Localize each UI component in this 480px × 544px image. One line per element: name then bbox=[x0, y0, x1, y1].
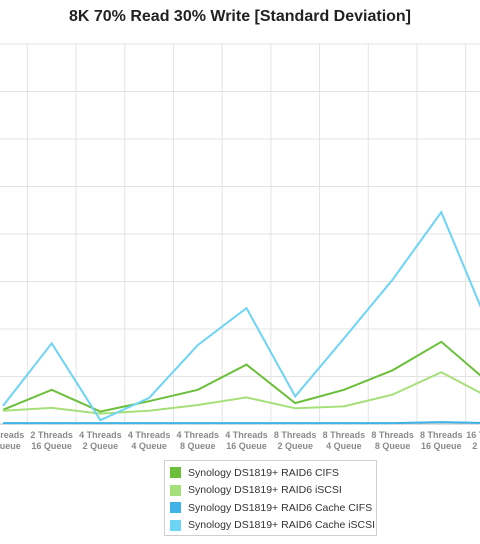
x-tick-label: 8 Threads 2 Queue bbox=[274, 430, 317, 451]
series-line-4 bbox=[2, 210, 480, 422]
grid bbox=[0, 43, 480, 425]
legend-item[interactable]: Synology DS1819+ RAID6 Cache CIFS bbox=[170, 499, 376, 517]
x-tick-label: 8 Threads 4 Queue bbox=[323, 430, 366, 451]
legend-label: Synology DS1819+ RAID6 Cache CIFS bbox=[188, 501, 373, 514]
legend-label: Synology DS1819+ RAID6 CIFS bbox=[188, 466, 339, 479]
legend-swatch bbox=[170, 502, 181, 514]
x-tick-label: 8 Threads 16 Queue bbox=[420, 430, 463, 451]
legend-label: Synology DS1819+ RAID6 Cache iSCSI bbox=[188, 519, 376, 532]
x-tick-label: 2 Threads 16 Queue bbox=[30, 430, 73, 451]
x-tick-label: 4 Threads 16 Queue bbox=[225, 430, 268, 451]
x-tick-label: 8 Threads 8 Queue bbox=[371, 430, 414, 451]
legend-swatch bbox=[170, 484, 181, 496]
chart-title: 8K 70% Read 30% Write [Standard Deviatio… bbox=[68, 8, 412, 25]
legend-item[interactable]: Synology DS1819+ RAID6 CIFS bbox=[170, 464, 376, 482]
series-line-1 bbox=[2, 340, 480, 413]
series-lines bbox=[2, 210, 480, 425]
legend-label: Synology DS1819+ RAID6 iSCSI bbox=[188, 484, 342, 497]
legend-item[interactable]: Synology DS1819+ RAID6 iSCSI bbox=[170, 482, 376, 500]
legend-swatch bbox=[170, 467, 181, 479]
series-line-2 bbox=[2, 371, 480, 415]
x-tick-label: 4 Threads 4 Queue bbox=[128, 430, 171, 451]
legend-item[interactable]: Synology DS1819+ RAID6 Cache iSCSI bbox=[170, 517, 376, 535]
legend: Synology DS1819+ RAID6 CIFS Synology DS18… bbox=[164, 460, 377, 536]
x-tick-label: 4 Threads 8 Queue bbox=[177, 430, 220, 451]
series-line-3 bbox=[3, 421, 480, 425]
legend-swatch bbox=[170, 519, 181, 531]
x-tick-label: 4 Threads 2 Queue bbox=[79, 430, 122, 451]
